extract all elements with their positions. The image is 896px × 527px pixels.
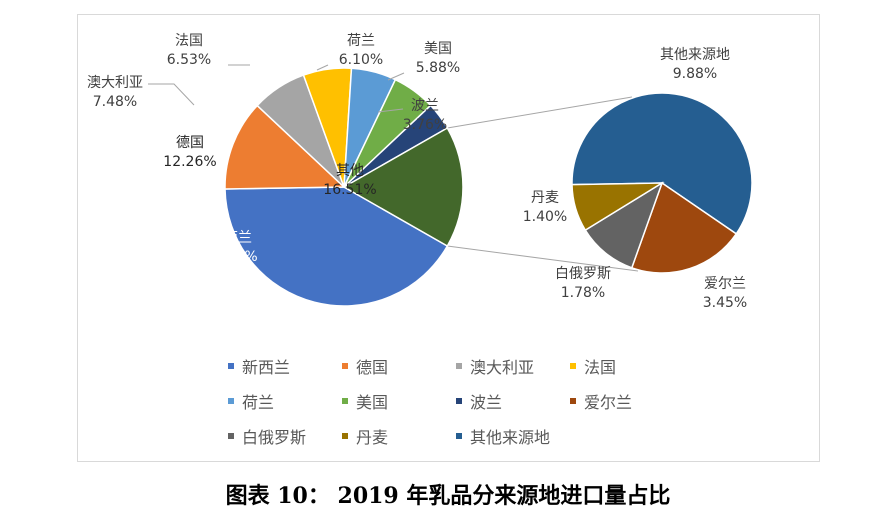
label-sec-1: 爱尔兰 3.45% (703, 276, 747, 311)
legend-label-3: 法国 (584, 358, 616, 377)
legend-label-8: 白俄罗斯 (242, 428, 306, 447)
legend-label-9: 丹麦 (356, 428, 388, 447)
legend-item-0: 新西兰 (228, 358, 290, 377)
legend-item-1: 德国 (342, 358, 388, 377)
legend-item-10: 其他来源地 (456, 428, 550, 447)
label-main-3: 法国 6.53% (167, 33, 211, 68)
chart-frame: 新西兰 41.48% 德国 12.26% 其他 16.51% 澳大利亚 7.48% 法国 6.53… (77, 14, 820, 462)
legend-swatch-1 (342, 363, 348, 369)
label-main-0: 新西兰 41.48% (204, 230, 257, 265)
leader-main-6 (377, 108, 404, 113)
pie-of-pie-chart: 新西兰 41.48% 德国 12.26% 其他 16.51% 澳大利亚 7.48% 法国 6.53… (87, 33, 753, 447)
connector-bottom (447, 245, 639, 272)
legend-item-4: 荷兰 (228, 393, 274, 412)
leader-main-2 (148, 83, 195, 106)
legend-item-7: 爱尔兰 (570, 393, 632, 412)
legend-item-2: 澳大利亚 (456, 358, 534, 377)
legend-swatch-7 (570, 398, 576, 404)
secondary-slice-0 (571, 92, 753, 235)
legend-label-1: 德国 (356, 358, 388, 377)
legend-label-4: 荷兰 (242, 393, 274, 412)
figure-caption: 图表 10： 2019 年乳品分来源地进口量占比 (225, 483, 671, 509)
legend-item-3: 法国 (570, 358, 616, 377)
main-slice-0 (224, 186, 449, 307)
leader-main-5 (387, 72, 405, 81)
main-slice-7 (342, 126, 464, 248)
label-main-5: 美国 5.88% (416, 41, 460, 76)
legend-swatch-8 (228, 433, 234, 439)
label-main-4: 荷兰 6.10% (339, 33, 383, 68)
connector-top (447, 96, 633, 129)
legend-item-5: 美国 (342, 393, 388, 412)
label-sec-2: 白俄罗斯 1.78% (555, 266, 611, 301)
legend-label-2: 澳大利亚 (470, 358, 534, 377)
label-main-6: 波兰 3.76% (403, 98, 447, 133)
legend-swatch-6 (456, 398, 462, 404)
label-main-7: 其他 16.51% (323, 163, 376, 198)
main-pie (224, 67, 464, 307)
legend-swatch-10 (456, 433, 462, 439)
secondary-slice-1 (630, 181, 738, 274)
legend-swatch-9 (342, 433, 348, 439)
legend-swatch-3 (570, 363, 576, 369)
label-sec-0: 其他来源地 9.88% (660, 47, 730, 82)
label-sec-3: 丹麦 1.40% (523, 190, 567, 225)
secondary-slice-3 (571, 182, 665, 232)
legend-label-5: 美国 (356, 393, 388, 412)
legend-item-9: 丹麦 (342, 428, 388, 447)
legend-swatch-5 (342, 398, 348, 404)
legend-item-6: 波兰 (456, 393, 502, 412)
legend-label-6: 波兰 (470, 393, 502, 412)
legend-item-8: 白俄罗斯 (228, 428, 306, 447)
leader-lines (148, 64, 405, 113)
connector-lines (447, 96, 639, 272)
label-main-1: 德国 12.26% (163, 135, 216, 170)
legend-swatch-0 (228, 363, 234, 369)
legend-label-7: 爱尔兰 (584, 393, 632, 412)
label-main-2: 澳大利亚 7.48% (87, 75, 143, 110)
legend-label-0: 新西兰 (242, 358, 290, 377)
data-labels: 新西兰 41.48% 德国 12.26% 其他 16.51% 澳大利亚 7.48% 法国 6.53… (87, 33, 747, 311)
main-slice-1 (224, 104, 346, 190)
legend-swatch-2 (456, 363, 462, 369)
secondary-pie (571, 92, 753, 274)
legend-label-10: 其他来源地 (470, 428, 550, 447)
legend-swatch-4 (228, 398, 234, 404)
leader-main-4 (316, 64, 329, 71)
